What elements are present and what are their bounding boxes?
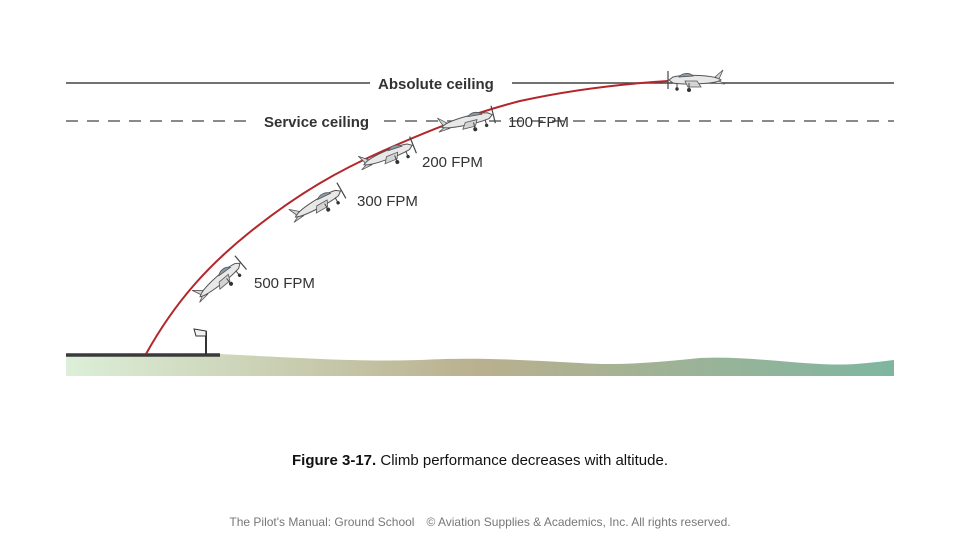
terrain <box>66 354 894 376</box>
footer-copyright: © Aviation Supplies & Academics, Inc. Al… <box>426 515 731 529</box>
climb-rate-label-100: 100 FPM <box>508 114 569 131</box>
absolute-ceiling-label: Absolute ceiling <box>378 76 494 93</box>
airplane-icon <box>667 69 726 93</box>
climb-rate-label-300: 300 FPM <box>357 193 418 210</box>
airplane-icon <box>286 181 348 230</box>
figure-caption-text: Climb performance decreases with altitud… <box>376 452 668 469</box>
figure-number: Figure 3-17. <box>292 452 377 469</box>
figure-caption: Figure 3-17. Climb performance decreases… <box>0 452 960 469</box>
footer: The Pilot's Manual: Ground School © Aviat… <box>0 515 960 529</box>
windsock-icon <box>193 328 207 355</box>
climb-rate-label-200: 200 FPM <box>422 154 483 171</box>
climb-rate-label-500: 500 FPM <box>254 275 315 292</box>
airplane-icon <box>189 254 249 310</box>
service-ceiling-label: Service ceiling <box>264 114 369 131</box>
airplane-icon <box>355 135 419 178</box>
climb-path <box>145 80 669 355</box>
footer-book-title: The Pilot's Manual: Ground School <box>229 515 415 529</box>
